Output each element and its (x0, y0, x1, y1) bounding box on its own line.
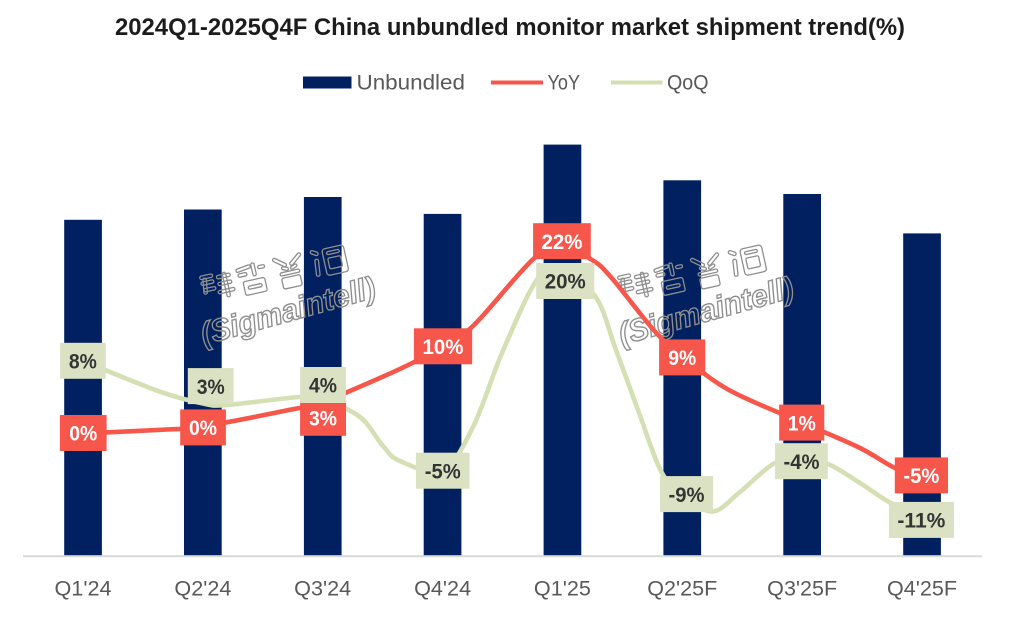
svg-text:3%: 3% (197, 375, 225, 399)
svg-text:3%: 3% (309, 407, 337, 431)
svg-text:20%: 20% (545, 270, 586, 294)
svg-text:Q3'24: Q3'24 (294, 578, 351, 601)
svg-text:Q4'25F: Q4'25F (887, 578, 957, 601)
svg-text:0%: 0% (69, 422, 97, 446)
svg-text:Q2'25F: Q2'25F (647, 578, 717, 601)
svg-text:Q1'25: Q1'25 (534, 578, 591, 601)
svg-text:2024Q1-2025Q4F China unbundled: 2024Q1-2025Q4F China unbundled monitor m… (115, 14, 905, 41)
svg-text:4%: 4% (309, 374, 337, 398)
svg-text:9%: 9% (668, 346, 696, 370)
svg-text:-5%: -5% (425, 459, 461, 483)
svg-text:0%: 0% (189, 416, 217, 440)
svg-text:QoQ: QoQ (667, 72, 709, 95)
svg-text:Unbundled: Unbundled (357, 72, 466, 95)
svg-text:Q1'24: Q1'24 (55, 578, 112, 601)
svg-text:-11%: -11% (897, 509, 945, 533)
svg-text:Q4'24: Q4'24 (414, 578, 471, 601)
svg-text:-4%: -4% (784, 450, 820, 474)
svg-text:Q2'24: Q2'24 (174, 578, 231, 601)
svg-text:10%: 10% (423, 335, 464, 359)
svg-text:Q3'25F: Q3'25F (767, 578, 837, 601)
svg-text:1%: 1% (788, 411, 816, 435)
svg-text:-9%: -9% (669, 483, 705, 507)
svg-text:YoY: YoY (548, 72, 581, 95)
svg-text:-5%: -5% (903, 464, 939, 488)
svg-text:8%: 8% (69, 350, 97, 374)
svg-text:22%: 22% (542, 230, 583, 254)
